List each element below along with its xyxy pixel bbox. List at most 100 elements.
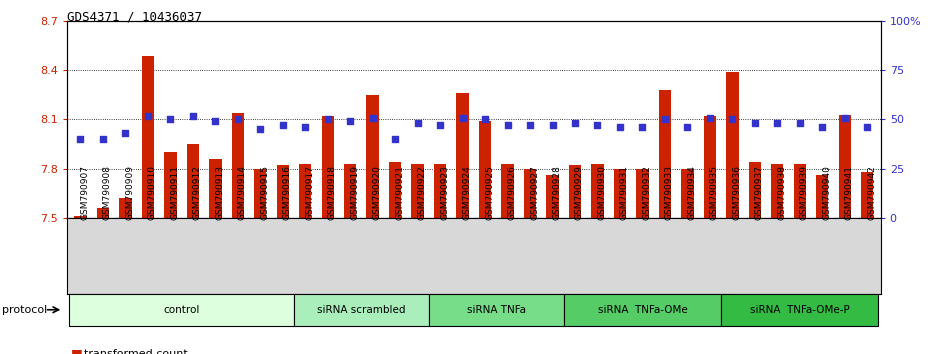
Text: GSM790932: GSM790932 — [643, 165, 651, 220]
Text: siRNA  TNFa-OMe-P: siRNA TNFa-OMe-P — [750, 305, 850, 315]
Bar — [771, 164, 783, 218]
Bar — [501, 164, 513, 218]
Point — [770, 121, 785, 126]
Text: ■: ■ — [71, 348, 83, 354]
Text: GSM790914: GSM790914 — [238, 165, 246, 220]
Bar — [546, 175, 559, 218]
Point — [365, 115, 380, 120]
Point — [231, 116, 246, 122]
Bar — [429, 294, 564, 326]
Bar — [524, 169, 537, 218]
Text: siRNA  TNFa-OMe: siRNA TNFa-OMe — [598, 305, 687, 315]
Text: GSM790933: GSM790933 — [665, 165, 674, 220]
Text: GSM790918: GSM790918 — [327, 165, 337, 220]
Text: protocol: protocol — [2, 305, 47, 315]
Point — [73, 136, 88, 142]
Bar — [69, 294, 294, 326]
Point — [253, 126, 268, 132]
Bar — [721, 294, 879, 326]
Text: GDS4371 / 10436037: GDS4371 / 10436037 — [67, 11, 202, 24]
Text: GSM790909: GSM790909 — [126, 165, 135, 220]
Point — [545, 122, 560, 128]
Bar — [209, 159, 221, 218]
Bar — [344, 164, 356, 218]
Text: GSM790927: GSM790927 — [530, 165, 539, 220]
Bar — [299, 164, 312, 218]
Bar — [681, 169, 694, 218]
Point — [298, 125, 312, 130]
Point — [658, 116, 672, 122]
Bar — [119, 198, 131, 218]
Point — [792, 121, 807, 126]
Point — [208, 119, 223, 124]
Point — [635, 125, 650, 130]
Point — [432, 122, 447, 128]
Point — [748, 121, 763, 126]
Bar — [861, 172, 873, 218]
Text: GSM790916: GSM790916 — [283, 165, 292, 220]
Point — [613, 125, 628, 130]
Text: GSM790908: GSM790908 — [103, 165, 112, 220]
Point — [118, 130, 133, 136]
Bar — [232, 113, 244, 218]
Bar — [187, 144, 199, 218]
Text: GSM790910: GSM790910 — [148, 165, 157, 220]
Text: GSM790938: GSM790938 — [777, 165, 786, 220]
Point — [410, 121, 425, 126]
Text: GSM790925: GSM790925 — [485, 165, 494, 220]
Text: GSM790941: GSM790941 — [844, 165, 854, 220]
Text: GSM790913: GSM790913 — [216, 165, 224, 220]
Point — [96, 136, 111, 142]
Text: GSM790935: GSM790935 — [710, 165, 719, 220]
Bar — [839, 115, 851, 218]
Point — [702, 115, 717, 120]
Text: GSM790930: GSM790930 — [597, 165, 606, 220]
Text: transformed count: transformed count — [84, 349, 188, 354]
Point — [140, 113, 155, 118]
Bar — [322, 116, 334, 218]
Point — [859, 125, 874, 130]
Bar — [276, 165, 289, 218]
Text: GSM790923: GSM790923 — [440, 165, 449, 220]
Point — [275, 122, 290, 128]
Bar — [479, 121, 491, 218]
Text: GSM790915: GSM790915 — [260, 165, 270, 220]
Bar — [591, 164, 604, 218]
Bar — [389, 162, 402, 218]
Point — [455, 115, 470, 120]
Bar — [457, 93, 469, 218]
Text: siRNA TNFa: siRNA TNFa — [467, 305, 525, 315]
Point — [724, 116, 739, 122]
Bar — [434, 164, 446, 218]
Bar — [614, 169, 626, 218]
Text: GSM790936: GSM790936 — [732, 165, 741, 220]
Text: GSM790929: GSM790929 — [575, 165, 584, 220]
Bar — [165, 152, 177, 218]
Text: control: control — [164, 305, 200, 315]
Text: GSM790911: GSM790911 — [170, 165, 179, 220]
Bar — [636, 169, 648, 218]
Point — [320, 116, 335, 122]
Text: GSM790934: GSM790934 — [687, 165, 697, 220]
Point — [567, 121, 582, 126]
Text: GSM790939: GSM790939 — [800, 165, 809, 220]
Bar — [726, 72, 738, 218]
Text: GSM790912: GSM790912 — [193, 165, 202, 220]
Point — [815, 125, 830, 130]
Point — [590, 122, 604, 128]
Bar — [74, 216, 86, 218]
Bar — [97, 208, 109, 218]
Text: GSM790926: GSM790926 — [508, 165, 516, 220]
Text: GSM790920: GSM790920 — [373, 165, 381, 220]
Text: siRNA scrambled: siRNA scrambled — [317, 305, 405, 315]
Text: GSM790922: GSM790922 — [418, 165, 427, 220]
Point — [343, 119, 358, 124]
Text: GSM790907: GSM790907 — [81, 165, 89, 220]
Point — [680, 125, 695, 130]
Bar — [817, 175, 829, 218]
Point — [523, 122, 538, 128]
Text: GSM790917: GSM790917 — [305, 165, 314, 220]
Text: GSM790942: GSM790942 — [867, 165, 876, 220]
Text: GSM790924: GSM790924 — [462, 165, 472, 220]
Bar — [704, 116, 716, 218]
